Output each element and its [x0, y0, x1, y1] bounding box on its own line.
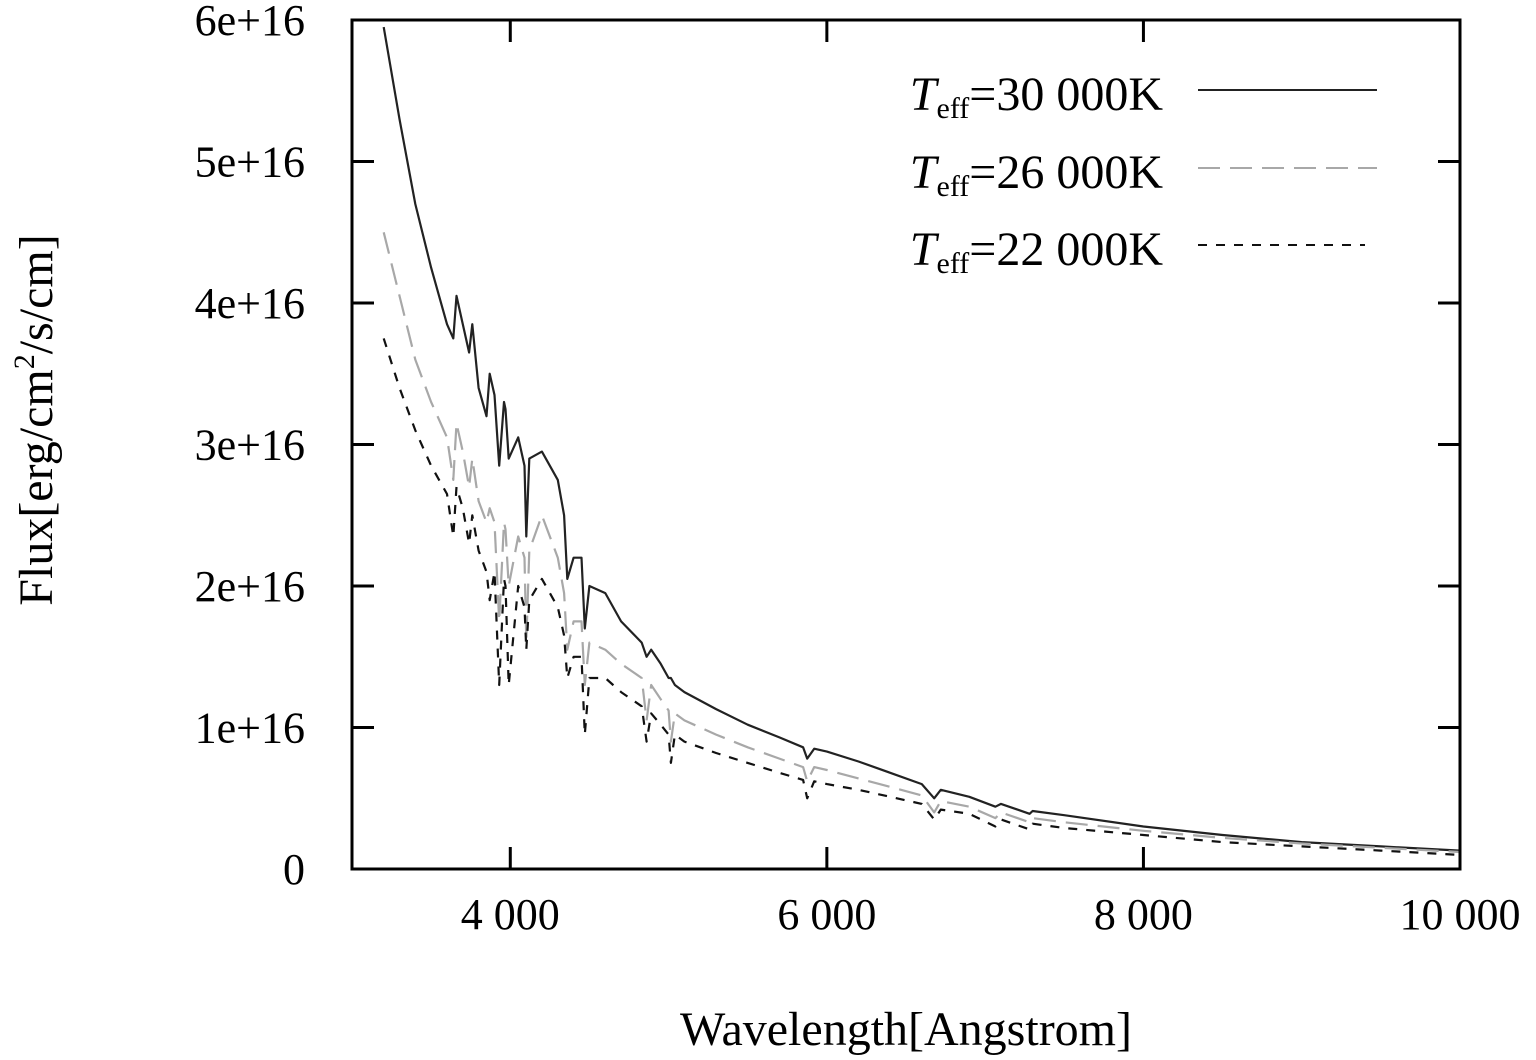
- y-tick-label: 5e+16: [195, 138, 305, 187]
- series-line-t-eff-26-000k: [382, 232, 1461, 854]
- plot-frame: [350, 18, 1462, 871]
- legend-symbol: T: [910, 223, 940, 276]
- y-tick-label: 3e+16: [195, 421, 305, 470]
- y-axis-label-tail: /s/cm]: [10, 234, 63, 354]
- legend-value: =30 000K: [969, 68, 1163, 121]
- legend-entry-22000k: Teff=22 000K: [910, 223, 1365, 280]
- legend-entry-30000k: Teff=30 000K: [910, 68, 1377, 125]
- x-tick-label: 4 000: [461, 890, 560, 939]
- legend-value: =26 000K: [969, 146, 1163, 199]
- legend: Teff=30 000K Teff=26 000K Teff=22 000K: [910, 68, 1377, 280]
- ticks-layer: [352, 18, 1462, 871]
- legend-subscript: eff: [937, 170, 970, 203]
- y-tick-label: 2e+16: [195, 562, 305, 611]
- x-axis-label: Wavelength[Angstrom]: [680, 1003, 1132, 1056]
- legend-subscript: eff: [937, 247, 970, 280]
- x-tick-label: 8 000: [1094, 890, 1193, 939]
- y-axis-label-sup: 2: [8, 354, 41, 369]
- legend-label-30000k: Teff=30 000K: [910, 68, 1164, 125]
- legend-symbol: T: [910, 146, 940, 199]
- legend-label-22000k: Teff=22 000K: [910, 223, 1164, 280]
- legend-subscript: eff: [937, 92, 970, 125]
- y-tick-label: 4e+16: [195, 279, 305, 328]
- series-line-t-eff-30-000k: [382, 26, 1461, 852]
- legend-entry-26000k: Teff=26 000K: [910, 146, 1377, 203]
- x-tick-label: 10 000: [1400, 890, 1521, 939]
- y-axis-label-main: Flux[erg/cm: [10, 369, 63, 605]
- y-tick-label: 6e+16: [195, 0, 305, 45]
- y-axis-label: Flux[erg/cm2/s/cm]: [8, 234, 63, 605]
- legend-value: =22 000K: [969, 223, 1163, 276]
- y-tick-label: 1e+16: [195, 704, 305, 753]
- x-tick-label: 6 000: [777, 890, 876, 939]
- series-layer: [382, 26, 1461, 856]
- tick-labels-layer: 4 000 6 000 8 000 10 000 0 1e+16 2e+16 3e+16 4e+…: [195, 0, 1521, 939]
- series-line-t-eff-22-000k: [382, 338, 1461, 856]
- legend-symbol: T: [910, 68, 940, 121]
- legend-label-26000k: Teff=26 000K: [910, 146, 1164, 203]
- y-tick-label: 0: [283, 845, 305, 894]
